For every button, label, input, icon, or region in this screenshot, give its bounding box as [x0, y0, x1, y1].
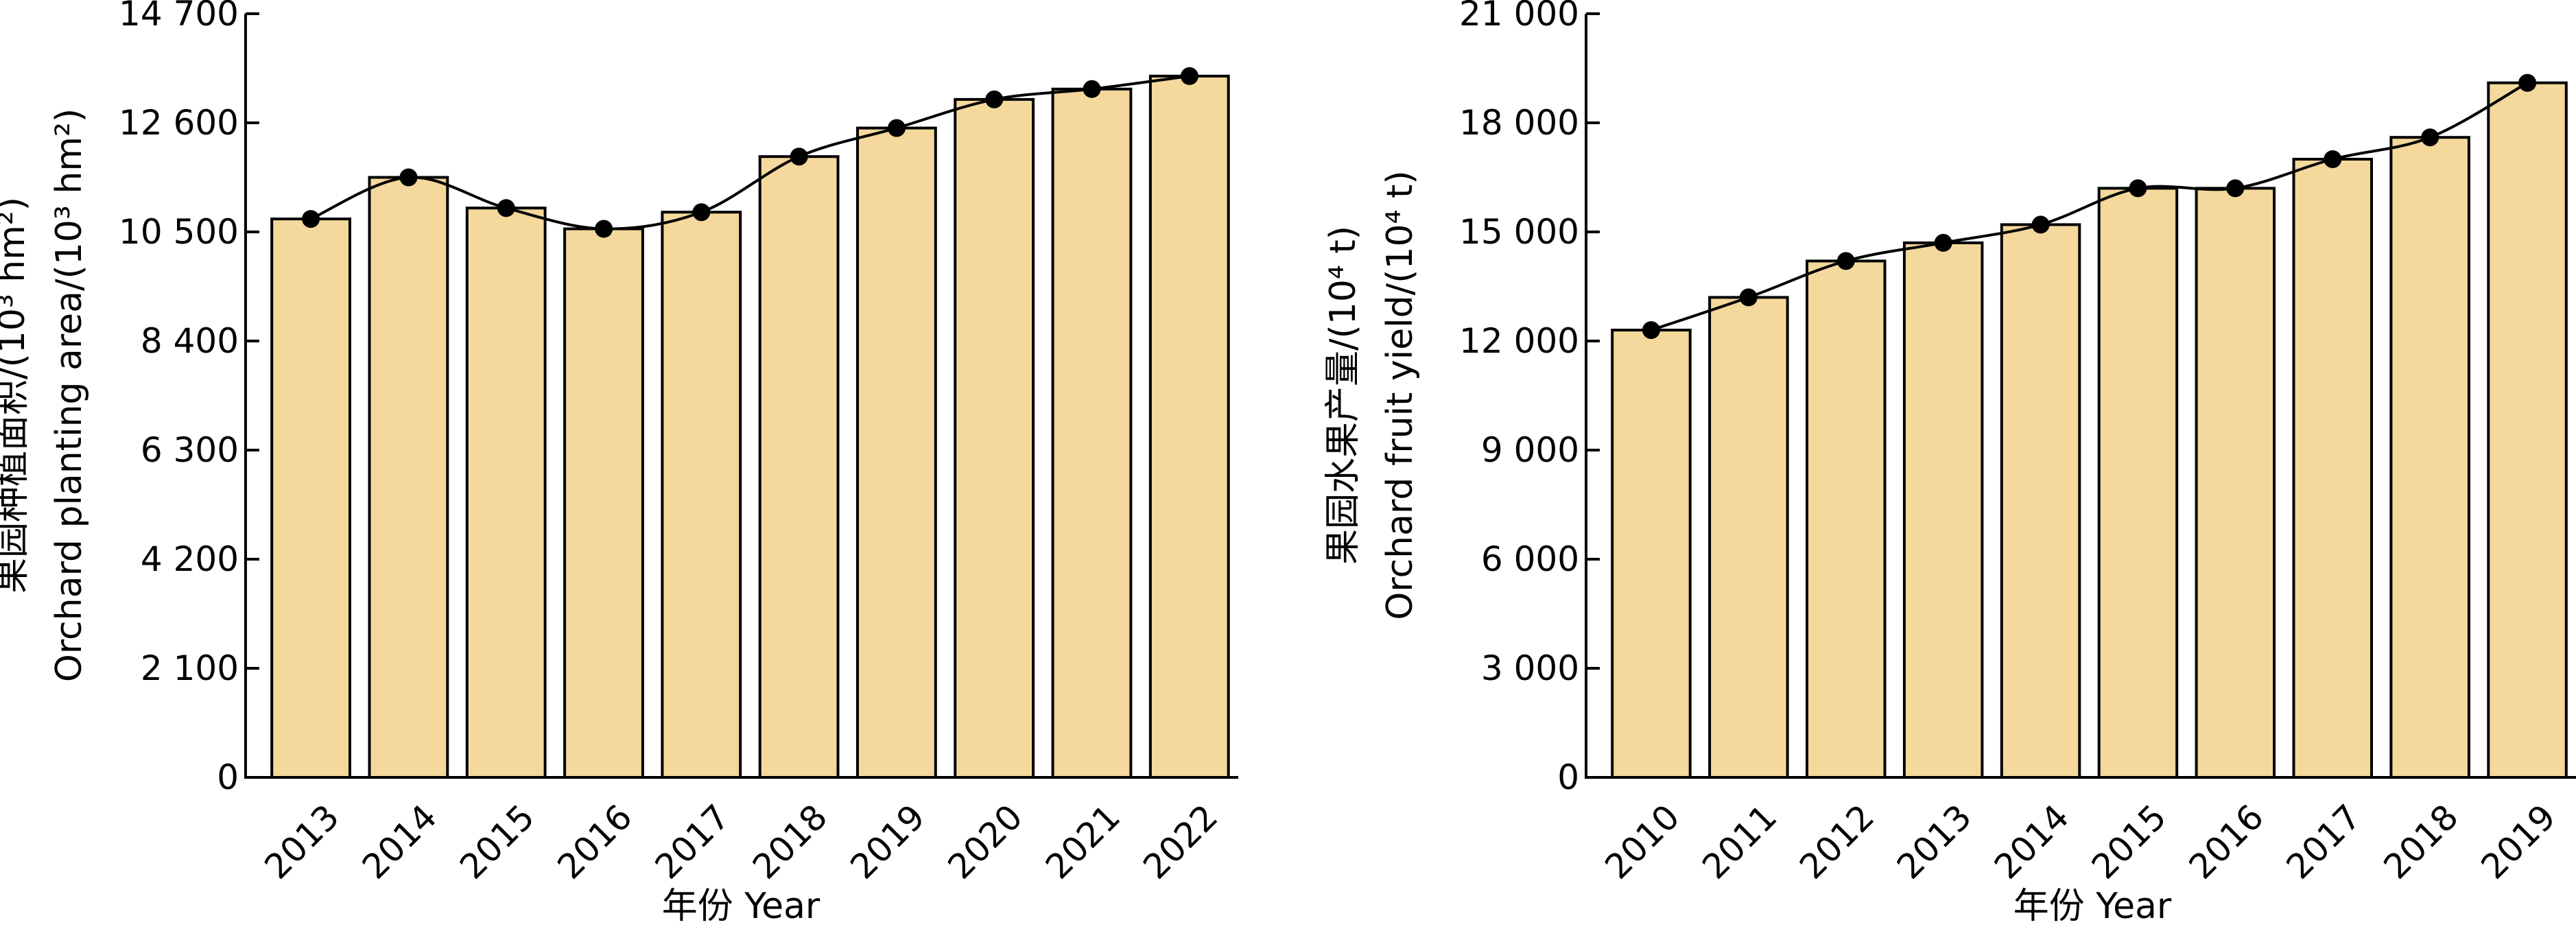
- marker-2018: [2421, 128, 2439, 147]
- x-tick-label: 2018: [745, 797, 835, 886]
- y-tick-label: 10 500: [119, 212, 239, 252]
- y-tick-label: 6 000: [1481, 539, 1579, 579]
- x-tick-label: 2021: [1038, 797, 1128, 886]
- bar-2018: [2389, 136, 2470, 779]
- y-tick-label: 3 000: [1481, 648, 1579, 688]
- chart-orchard-planting-area: 0 2 100 4 200 6 300 8 400 10 500 12 600 14 700 2…: [0, 0, 1238, 927]
- y-tick-label: 0: [1557, 757, 1579, 797]
- marker-2017: [2324, 150, 2342, 168]
- marker-2018: [790, 148, 808, 166]
- x-tick-label: 2020: [941, 797, 1030, 886]
- y-axis-title-cn: 果园水果产量/(10⁴ t): [1323, 226, 1364, 565]
- y-tick-label: 21 000: [1459, 0, 1579, 34]
- y-tick-label: 0: [217, 757, 239, 797]
- x-tick-label: 2018: [2376, 797, 2466, 886]
- bar-2016: [563, 227, 644, 779]
- y-tick-label: 14 700: [119, 0, 239, 34]
- y-axis-title-cn: 果园种植面积/(10³ hm²): [0, 197, 33, 594]
- x-tick-label: 2010: [1597, 797, 1687, 886]
- bar-2022: [1148, 74, 1230, 779]
- x-tick-label: 2013: [1889, 797, 1979, 886]
- y-tick-label: 12 600: [119, 103, 239, 143]
- marker-2017: [692, 203, 711, 222]
- bar-2019: [2487, 81, 2568, 779]
- bar-2015: [465, 207, 547, 779]
- bar-2019: [856, 126, 937, 779]
- bar-2021: [1051, 87, 1133, 779]
- y-tick-label: 18 000: [1459, 103, 1579, 143]
- y-axis-title-en: Orchard fruit yield/(10⁴ t): [1380, 170, 1421, 620]
- bar-2017: [661, 211, 742, 779]
- y-tick-label: 4 200: [141, 539, 239, 579]
- bar-2011: [1708, 296, 1789, 779]
- x-axis-title: 年份 Year: [2013, 886, 2172, 927]
- x-tick-label: 2013: [257, 797, 347, 886]
- marker-2019: [2518, 73, 2537, 92]
- bar-2010: [1611, 329, 1692, 779]
- x-tick-label: 2016: [2182, 797, 2271, 886]
- marker-2016: [2226, 179, 2245, 198]
- trend-line: [1651, 81, 2529, 331]
- bar-2014: [2000, 223, 2081, 779]
- x-tick-label: 2017: [648, 797, 737, 886]
- bar-2017: [2292, 158, 2373, 779]
- bar-2013: [270, 218, 352, 779]
- marker-2016: [595, 220, 613, 238]
- marker-2012: [1836, 252, 1855, 270]
- bar-2014: [368, 176, 449, 779]
- x-tick-label: 2019: [842, 797, 932, 886]
- marker-2015: [2129, 179, 2147, 198]
- chart-orchard-fruit-yield: 0 3 000 6 000 9 000 12 000 15 000 18 000 21 000…: [1323, 0, 2576, 927]
- y-tick-label: 8 400: [141, 321, 239, 361]
- marker-2022: [1180, 67, 1198, 85]
- x-tick-label: 2016: [550, 797, 640, 886]
- marker-2014: [399, 168, 418, 187]
- y-tick-label: 9 000: [1481, 430, 1579, 470]
- marker-2014: [2031, 215, 2050, 234]
- bar-2018: [758, 155, 840, 779]
- x-tick-label: 2011: [1694, 797, 1784, 886]
- marker-2019: [888, 119, 906, 137]
- x-tick-label: 2014: [1987, 797, 2077, 886]
- x-tick-label: 2014: [355, 797, 445, 886]
- x-tick-label: 2012: [1792, 797, 1882, 886]
- marker-2021: [1083, 80, 1101, 98]
- x-tick-label: 2015: [452, 797, 542, 886]
- marker-2011: [1739, 288, 1758, 307]
- y-tick-label: 2 100: [141, 648, 239, 688]
- bar-2016: [2195, 187, 2276, 779]
- marker-2020: [985, 90, 1004, 108]
- x-tick-label: 2022: [1135, 797, 1225, 886]
- marker-2010: [1642, 321, 1660, 340]
- y-tick-label: 12 000: [1459, 321, 1579, 361]
- bar-2015: [2097, 187, 2179, 779]
- x-tick-label: 2017: [2279, 797, 2369, 886]
- bar-2012: [1806, 259, 1887, 779]
- x-tick-label: 2019: [2474, 797, 2564, 886]
- marker-2013: [302, 210, 320, 228]
- marker-2015: [497, 199, 515, 218]
- marker-2013: [1934, 233, 1952, 252]
- x-axis-title: 年份 Year: [662, 886, 820, 927]
- bar-2013: [1902, 241, 1984, 779]
- x-tick-label: 2015: [2084, 797, 2174, 886]
- trend-line: [310, 74, 1190, 231]
- bar-2020: [954, 97, 1035, 779]
- y-tick-label: 6 300: [141, 430, 239, 470]
- y-axis-title-en: Orchard planting area/(10³ hm²): [49, 108, 90, 682]
- y-tick-label: 15 000: [1459, 212, 1579, 252]
